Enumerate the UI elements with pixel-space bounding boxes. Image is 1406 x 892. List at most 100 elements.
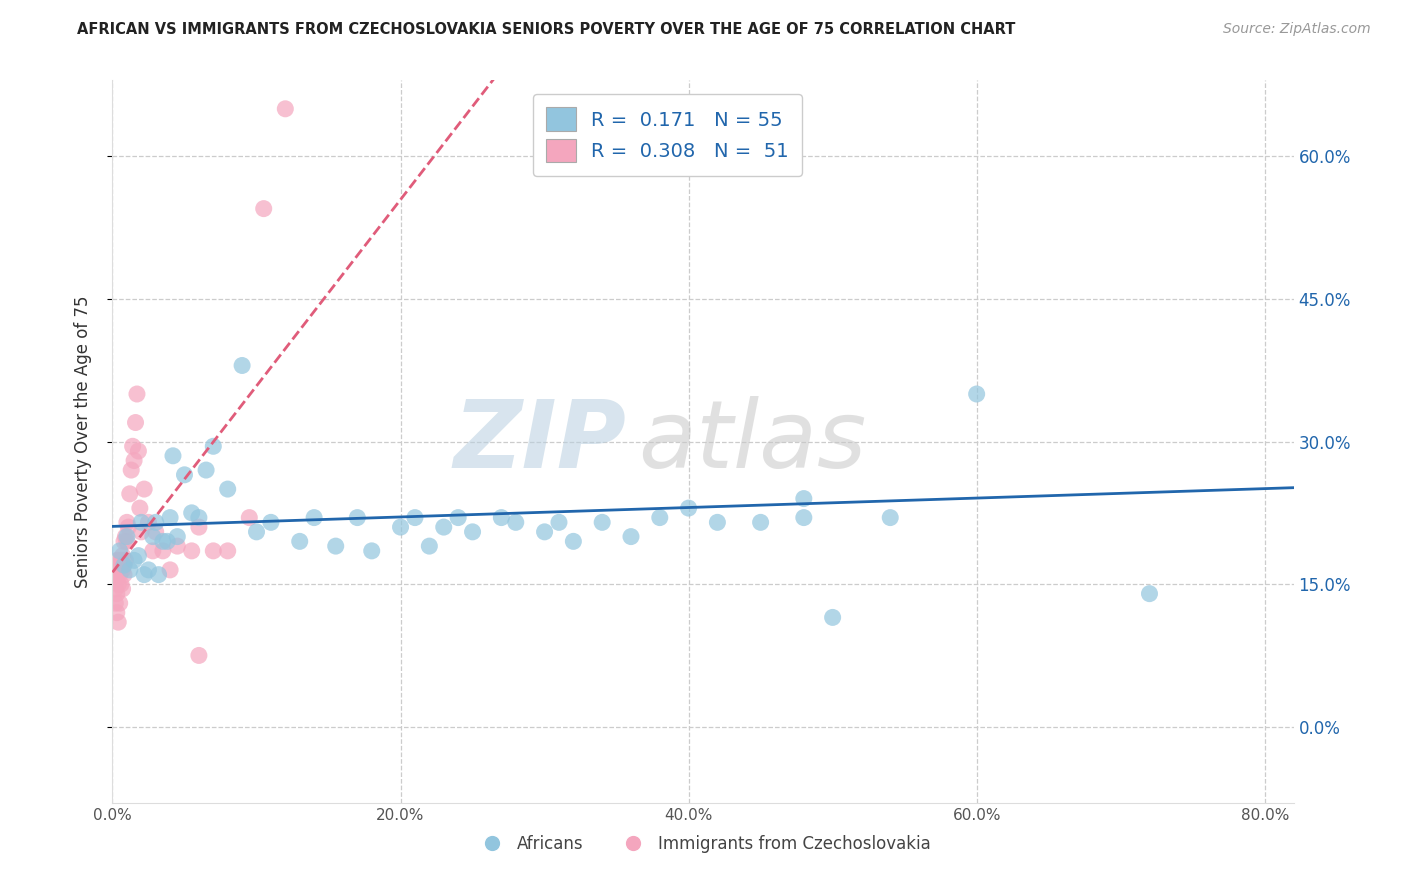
- Point: [433, 520, 456, 534]
- Point: [648, 510, 671, 524]
- Point: [138, 563, 160, 577]
- Point: [134, 567, 156, 582]
- Point: [461, 524, 484, 539]
- Point: [128, 501, 150, 516]
- Text: Source: ZipAtlas.com: Source: ZipAtlas.com: [1223, 22, 1371, 37]
- Point: [152, 544, 174, 558]
- Point: [114, 530, 136, 544]
- Point: [187, 648, 209, 663]
- Point: [145, 516, 167, 530]
- Point: [162, 449, 184, 463]
- Point: [112, 558, 135, 573]
- Point: [591, 516, 613, 530]
- Point: [120, 463, 142, 477]
- Point: [112, 567, 135, 582]
- Legend: Africans, Immigrants from Czechoslovakia: Africans, Immigrants from Czechoslovakia: [468, 828, 938, 860]
- Point: [148, 567, 170, 582]
- Point: [124, 416, 146, 430]
- Point: [202, 439, 225, 453]
- Point: [548, 516, 571, 530]
- Point: [187, 520, 209, 534]
- Point: [127, 444, 149, 458]
- Point: [107, 577, 129, 591]
- Point: [253, 202, 276, 216]
- Point: [389, 520, 412, 534]
- Point: [108, 544, 131, 558]
- Point: [118, 487, 141, 501]
- Point: [749, 516, 772, 530]
- Point: [108, 558, 131, 573]
- Point: [793, 491, 815, 506]
- Point: [159, 510, 181, 524]
- Point: [217, 482, 239, 496]
- Point: [129, 516, 152, 530]
- Point: [110, 553, 132, 567]
- Point: [238, 510, 260, 524]
- Point: [111, 582, 134, 596]
- Point: [127, 549, 149, 563]
- Point: [104, 563, 127, 577]
- Point: [107, 615, 129, 630]
- Point: [187, 510, 209, 524]
- Point: [105, 606, 128, 620]
- Point: [173, 467, 195, 482]
- Point: [166, 539, 188, 553]
- Point: [105, 553, 128, 567]
- Point: [1139, 587, 1161, 601]
- Point: [108, 567, 131, 582]
- Point: [142, 544, 165, 558]
- Point: [404, 510, 426, 524]
- Point: [562, 534, 585, 549]
- Point: [107, 553, 129, 567]
- Point: [117, 520, 139, 534]
- Point: [108, 596, 131, 610]
- Point: [302, 510, 325, 524]
- Point: [648, 130, 671, 145]
- Point: [111, 549, 134, 563]
- Point: [118, 563, 141, 577]
- Point: [620, 530, 643, 544]
- Point: [156, 534, 179, 549]
- Point: [447, 510, 470, 524]
- Point: [180, 506, 202, 520]
- Point: [152, 534, 174, 549]
- Point: [104, 596, 127, 610]
- Point: [245, 524, 267, 539]
- Point: [115, 534, 138, 549]
- Point: [821, 610, 844, 624]
- Point: [533, 524, 555, 539]
- Point: [114, 553, 136, 567]
- Point: [159, 563, 181, 577]
- Point: [491, 510, 513, 524]
- Point: [706, 516, 728, 530]
- Point: [145, 524, 167, 539]
- Point: [103, 573, 125, 587]
- Y-axis label: Seniors Poverty Over the Age of 75: Seniors Poverty Over the Age of 75: [73, 295, 91, 588]
- Point: [129, 524, 152, 539]
- Point: [166, 530, 188, 544]
- Point: [879, 510, 901, 524]
- Point: [346, 510, 368, 524]
- Point: [231, 359, 253, 373]
- Point: [115, 516, 138, 530]
- Point: [112, 534, 135, 549]
- Point: [105, 587, 128, 601]
- Point: [104, 582, 127, 596]
- Point: [121, 439, 143, 453]
- Point: [110, 577, 132, 591]
- Point: [325, 539, 347, 553]
- Point: [122, 553, 145, 567]
- Point: [195, 463, 218, 477]
- Point: [122, 453, 145, 467]
- Point: [678, 501, 700, 516]
- Point: [793, 510, 815, 524]
- Text: ZIP: ZIP: [453, 395, 626, 488]
- Point: [966, 387, 988, 401]
- Point: [103, 558, 125, 573]
- Point: [418, 539, 440, 553]
- Point: [115, 530, 138, 544]
- Point: [202, 544, 225, 558]
- Text: AFRICAN VS IMMIGRANTS FROM CZECHOSLOVAKIA SENIORS POVERTY OVER THE AGE OF 75 COR: AFRICAN VS IMMIGRANTS FROM CZECHOSLOVAKI…: [77, 22, 1015, 37]
- Point: [142, 530, 165, 544]
- Point: [360, 544, 382, 558]
